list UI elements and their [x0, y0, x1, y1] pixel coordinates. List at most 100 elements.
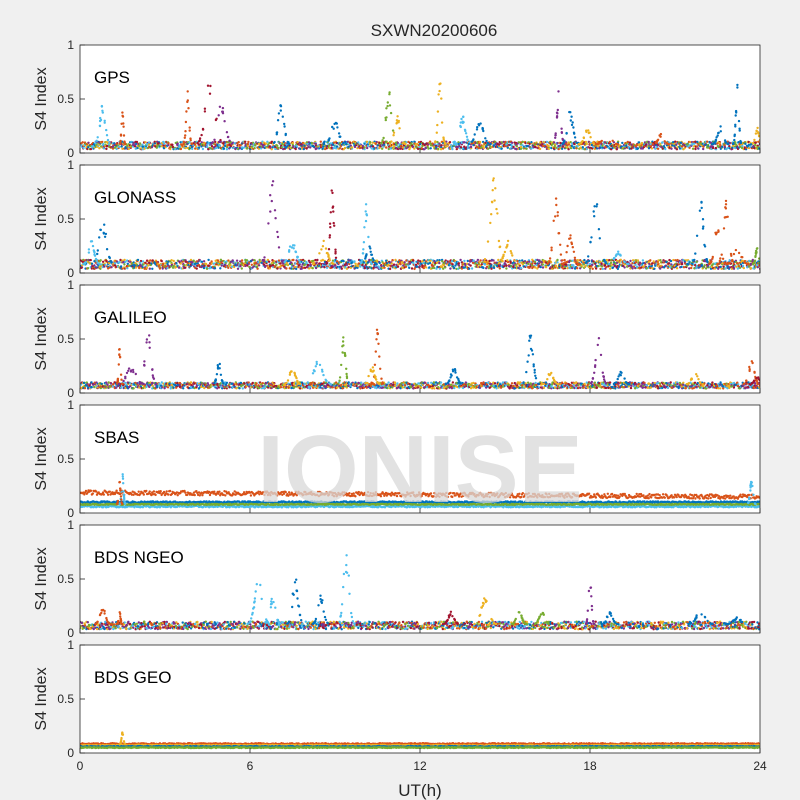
data-point	[716, 262, 720, 265]
data-point	[609, 261, 613, 264]
data-point	[608, 140, 611, 144]
data-point	[92, 249, 96, 252]
plot-area	[80, 165, 760, 273]
data-point	[266, 258, 270, 262]
data-point	[285, 261, 288, 265]
data-point	[674, 140, 677, 143]
data-point	[228, 139, 231, 142]
data-point	[396, 265, 400, 268]
data-point	[325, 147, 328, 150]
data-point	[492, 266, 496, 270]
data-point	[298, 261, 302, 264]
data-point	[136, 258, 140, 262]
data-point	[464, 132, 468, 135]
data-point	[438, 142, 441, 145]
data-point	[440, 97, 443, 100]
data-point	[346, 140, 350, 143]
data-point	[135, 263, 139, 266]
data-point	[82, 258, 85, 262]
data-point	[430, 263, 434, 266]
data-point	[734, 114, 737, 117]
data-point	[370, 147, 373, 150]
data-point	[111, 147, 115, 150]
data-point	[754, 141, 757, 144]
data-point	[754, 132, 758, 135]
data-point	[189, 258, 193, 262]
data-point	[288, 385, 291, 388]
data-point	[250, 263, 253, 266]
data-point	[671, 144, 674, 147]
data-point	[204, 262, 208, 266]
data-point	[599, 260, 602, 264]
data-point	[125, 385, 129, 388]
data-point	[123, 258, 126, 262]
data-point	[587, 259, 591, 263]
data-point	[695, 266, 698, 270]
data-point	[429, 147, 432, 150]
chart-title: SXWN20200606	[371, 21, 498, 40]
data-point	[119, 141, 122, 145]
data-point	[599, 267, 602, 271]
data-point	[104, 263, 107, 267]
data-point	[214, 263, 218, 266]
data-point	[172, 386, 175, 389]
data-point	[323, 266, 326, 269]
data-point	[719, 125, 722, 128]
data-point	[528, 142, 531, 145]
data-point	[649, 259, 652, 262]
data-point	[230, 265, 234, 268]
data-point	[640, 141, 644, 145]
data-point	[702, 147, 705, 151]
data-point	[714, 139, 717, 143]
data-point	[270, 148, 273, 151]
data-point	[327, 254, 330, 258]
data-point	[565, 251, 568, 254]
data-point	[128, 264, 131, 267]
data-point	[438, 267, 442, 270]
data-point	[756, 266, 759, 269]
data-point	[132, 387, 135, 390]
data-point	[144, 141, 147, 144]
data-point	[277, 246, 281, 249]
data-point	[566, 244, 569, 248]
data-point	[369, 250, 372, 253]
data-point	[321, 147, 324, 150]
data-point	[109, 382, 113, 385]
data-point	[466, 146, 470, 150]
data-point	[411, 145, 415, 149]
data-point	[734, 141, 737, 144]
data-point	[495, 207, 498, 211]
data-point	[491, 189, 494, 192]
data-point	[283, 122, 286, 126]
data-point	[360, 259, 364, 262]
data-point	[743, 261, 746, 264]
data-point	[159, 143, 162, 146]
data-point	[466, 259, 469, 263]
data-point	[751, 263, 755, 266]
data-point	[442, 267, 445, 270]
data-point	[282, 140, 285, 144]
data-point	[461, 121, 465, 125]
data-point	[89, 240, 93, 243]
data-point	[332, 146, 336, 150]
data-point	[195, 267, 198, 270]
data-point	[538, 147, 542, 151]
data-point	[595, 147, 599, 150]
data-point	[424, 266, 428, 269]
data-point	[333, 122, 336, 126]
data-points	[80, 177, 760, 271]
data-point	[578, 142, 581, 146]
data-point	[498, 245, 501, 249]
data-point	[587, 129, 590, 132]
data-point	[216, 382, 219, 386]
data-point	[718, 142, 721, 145]
data-point	[294, 250, 297, 253]
data-point	[563, 258, 566, 262]
data-point	[353, 145, 357, 149]
data-point	[383, 266, 386, 269]
data-point	[404, 265, 408, 268]
data-point	[284, 133, 287, 137]
data-point	[500, 147, 503, 150]
data-point	[309, 146, 312, 149]
data-point	[82, 146, 85, 150]
